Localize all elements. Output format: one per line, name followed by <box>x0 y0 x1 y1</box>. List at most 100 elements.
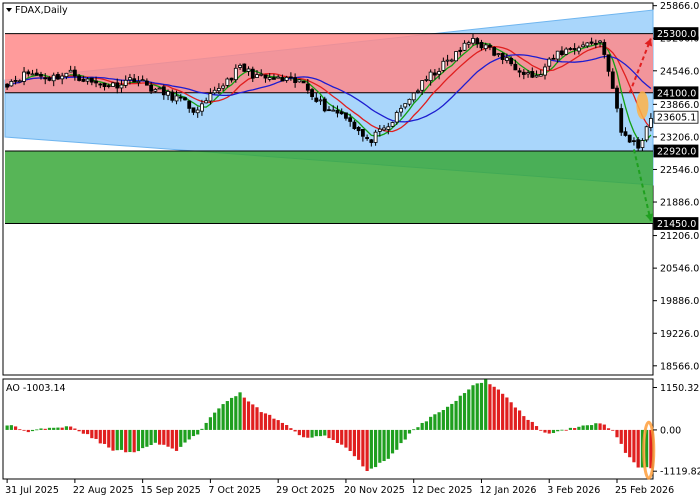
candle <box>310 87 314 101</box>
candle-body <box>191 107 196 113</box>
candle <box>466 40 471 48</box>
candle <box>191 107 196 116</box>
candle-body <box>272 77 276 80</box>
candle <box>339 108 344 115</box>
forecast-arrow-down-line <box>632 149 652 222</box>
candle <box>280 74 285 82</box>
price-level-tag: 25300.0 <box>653 27 699 40</box>
candle-body <box>416 90 420 93</box>
candle-body <box>407 98 412 105</box>
price-tick-label: 21886.0 <box>660 198 699 209</box>
candle-body <box>373 131 378 143</box>
time-tick-label: 25 Feb 2026 <box>615 485 674 496</box>
symbol-label[interactable]: FDAX,Daily <box>6 5 68 16</box>
ao-bar <box>119 429 124 450</box>
ao-highlight-marker <box>642 420 656 480</box>
candle <box>576 45 581 55</box>
ao-bar <box>280 422 285 430</box>
ao-bar <box>450 403 454 430</box>
candle-body <box>212 89 217 94</box>
candle <box>136 76 141 87</box>
candle <box>200 99 204 116</box>
candle <box>377 124 382 137</box>
time-tick-label: 3 Feb 2026 <box>547 485 600 496</box>
ao-bar <box>501 393 505 430</box>
candle-body <box>627 134 632 143</box>
candle-body <box>390 122 395 127</box>
candle <box>538 69 543 77</box>
candle-body <box>424 78 429 81</box>
candle <box>458 47 463 56</box>
candle-body <box>428 71 433 82</box>
candle <box>365 134 370 141</box>
candle <box>555 50 560 63</box>
candle-body <box>445 59 450 62</box>
ao-bar <box>94 429 98 439</box>
candle-body <box>432 72 437 76</box>
price-level-tag-label: 21450.0 <box>657 219 696 230</box>
candle <box>335 105 340 118</box>
ao-bar <box>221 404 225 430</box>
ao-bar <box>628 429 632 458</box>
ao-bar <box>424 421 429 430</box>
candle-body <box>365 137 370 139</box>
ao-bar <box>166 429 170 447</box>
candle <box>115 78 120 94</box>
ao-bar <box>543 429 547 433</box>
candle-body <box>132 78 137 83</box>
ao-bar <box>47 427 52 430</box>
candle <box>318 95 323 105</box>
candle-body <box>288 76 293 79</box>
candle-body <box>360 129 365 137</box>
candle-body <box>204 100 209 104</box>
candle <box>568 46 573 51</box>
ao-bar <box>69 426 73 430</box>
candle <box>483 42 488 52</box>
price-level-tag-label: 22920.0 <box>657 147 696 158</box>
candle-body <box>123 79 128 86</box>
candle <box>530 67 535 79</box>
candle <box>424 75 429 82</box>
ao-bar <box>594 423 598 430</box>
candle-body <box>399 107 403 113</box>
price-level-tag-box <box>653 144 699 158</box>
candle <box>22 67 26 86</box>
candle-body <box>636 139 641 149</box>
candle-body <box>386 126 391 130</box>
ao-bar <box>30 429 35 432</box>
candle-body <box>85 78 90 82</box>
ao-bar <box>107 429 111 448</box>
candle <box>394 110 399 125</box>
candle <box>288 72 293 81</box>
candle-body <box>293 77 298 83</box>
candle <box>89 77 94 86</box>
ao-bar <box>441 410 445 430</box>
ao-bar <box>225 401 229 430</box>
candle-body <box>13 80 18 82</box>
ao-bar <box>509 402 513 430</box>
candle-body <box>344 112 348 119</box>
price-tick-label: 22546.0 <box>660 165 699 176</box>
ao-panel-frame <box>2 378 654 480</box>
candle-body <box>560 50 564 55</box>
candle <box>229 77 234 83</box>
time-tick-label: 31 Jul 2025 <box>5 485 59 496</box>
ao-bars <box>5 379 656 480</box>
candle-body <box>479 41 484 49</box>
ao-bar <box>645 429 649 468</box>
candle <box>352 120 357 130</box>
candle <box>204 97 209 104</box>
candle-body <box>225 78 230 86</box>
price-level-tag-label: 23605.1 <box>657 113 696 124</box>
candle-body <box>98 83 103 86</box>
dropdown-triangle-icon[interactable] <box>6 8 12 12</box>
candle-body <box>259 73 264 76</box>
candle-body <box>34 72 39 76</box>
candle-body <box>339 111 344 115</box>
candle <box>581 41 586 48</box>
candle-body <box>382 127 386 131</box>
candle-body <box>420 80 425 91</box>
ao-bar <box>73 428 77 430</box>
candle <box>153 88 158 93</box>
